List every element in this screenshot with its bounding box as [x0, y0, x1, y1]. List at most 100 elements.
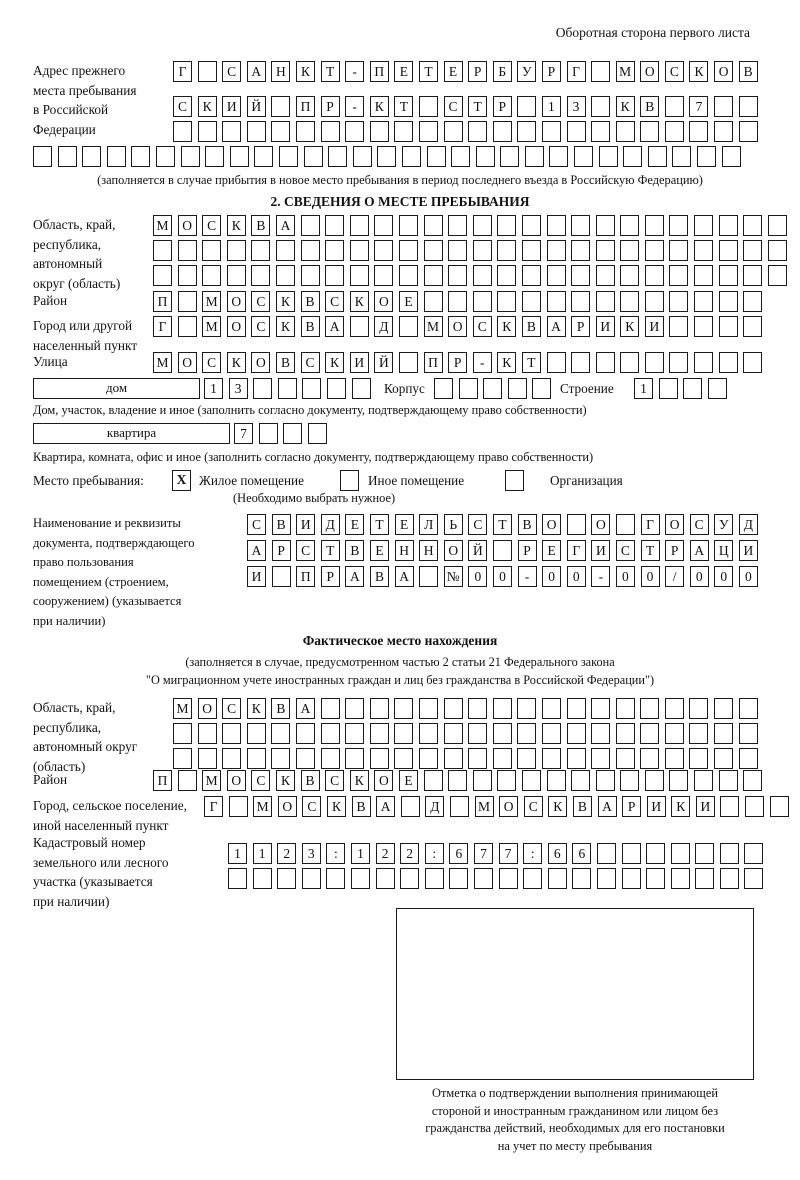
actual-region-cell[interactable] — [591, 723, 611, 744]
previous-address-cell[interactable] — [492, 121, 512, 142]
section2-city-cell[interactable] — [694, 316, 714, 337]
actual-region-cell[interactable] — [738, 698, 758, 719]
section2-district-cell[interactable] — [497, 291, 517, 312]
actual-district-cell[interactable]: К — [349, 770, 369, 791]
previous-address-cell[interactable] — [352, 146, 372, 167]
actual-region-cell[interactable] — [295, 723, 315, 744]
document-cell[interactable]: 0 — [566, 566, 586, 587]
previous-address-cell[interactable] — [401, 146, 421, 167]
actual-region-cell[interactable] — [714, 698, 734, 719]
actual-region-cell[interactable]: О — [197, 698, 217, 719]
section2-district-cell[interactable] — [177, 291, 197, 312]
section2-district-cell[interactable]: К — [349, 291, 369, 312]
document-cell[interactable]: Т — [369, 514, 389, 535]
section2-region-cell[interactable] — [300, 240, 320, 261]
document-cell[interactable]: 0 — [492, 566, 512, 587]
section2-region-cell[interactable] — [349, 240, 369, 261]
section2-region-cell[interactable] — [546, 265, 566, 286]
cadastral-cell[interactable] — [695, 843, 715, 864]
previous-address-cell[interactable]: Т — [418, 61, 438, 82]
section2-district-cell[interactable]: В — [300, 291, 320, 312]
document-cell[interactable] — [615, 514, 635, 535]
cadastral-cell[interactable] — [547, 868, 567, 889]
actual-region-cell[interactable] — [222, 723, 242, 744]
section2-city-cell[interactable]: А — [325, 316, 345, 337]
actual-region-cell[interactable] — [517, 723, 537, 744]
actual-region-cell[interactable] — [492, 748, 512, 769]
cadastral-cell[interactable]: 6 — [572, 843, 592, 864]
section2-street-cell[interactable]: С — [202, 352, 222, 373]
previous-address-cell[interactable]: В — [738, 61, 758, 82]
section2-district-cell[interactable]: С — [325, 291, 345, 312]
section2-street-cell[interactable]: П — [423, 352, 443, 373]
actual-region-cell[interactable] — [640, 698, 660, 719]
section2-district-cell[interactable]: О — [226, 291, 246, 312]
section2-region-cell[interactable] — [398, 215, 418, 236]
previous-address-cell[interactable] — [328, 146, 348, 167]
section2-street-cell[interactable] — [546, 352, 566, 373]
previous-address-cell[interactable] — [738, 96, 758, 117]
cadastral-cell[interactable] — [400, 868, 420, 889]
actual-region-cell[interactable] — [246, 748, 266, 769]
document-cell[interactable]: Л — [419, 514, 439, 535]
actual-district-cell[interactable]: П — [153, 770, 172, 791]
stroenie-cell[interactable] — [707, 378, 727, 399]
section2-city-cell[interactable]: А — [546, 316, 566, 337]
previous-address-cell[interactable] — [173, 121, 192, 142]
section2-city-cell[interactable] — [669, 316, 689, 337]
document-cell[interactable]: И — [738, 540, 758, 561]
actual-district-cell[interactable]: О — [374, 770, 394, 791]
section2-street-cell[interactable] — [571, 352, 591, 373]
previous-address-cell[interactable] — [303, 146, 323, 167]
section2-region-cell[interactable] — [398, 240, 418, 261]
actual-region-cell[interactable] — [443, 748, 463, 769]
previous-address-cell[interactable] — [345, 121, 365, 142]
actual-city-cell[interactable]: М — [474, 796, 494, 817]
house-number-cell[interactable] — [302, 378, 322, 399]
previous-address-cell[interactable]: П — [369, 61, 389, 82]
section2-region-cell[interactable] — [669, 215, 689, 236]
actual-region-cell[interactable] — [418, 723, 438, 744]
actual-district-cell[interactable]: С — [325, 770, 345, 791]
section2-region-cell[interactable] — [743, 240, 763, 261]
document-cell[interactable]: 0 — [738, 566, 758, 587]
previous-address-cell[interactable]: О — [640, 61, 660, 82]
section2-region-cell[interactable] — [595, 240, 615, 261]
document-cell[interactable]: О — [591, 514, 611, 535]
document-cell[interactable]: Р — [320, 566, 340, 587]
section2-district-cell[interactable] — [448, 291, 468, 312]
stroenie-cells[interactable]: 1 — [634, 378, 727, 399]
section2-city-cell[interactable] — [718, 316, 738, 337]
actual-region-cell[interactable] — [664, 723, 684, 744]
section2-region-cell[interactable] — [153, 265, 172, 286]
section2-district-cell[interactable] — [595, 291, 615, 312]
previous-address-cell[interactable]: С — [173, 96, 192, 117]
actual-region-cell[interactable] — [468, 698, 488, 719]
cadastral-cell[interactable] — [424, 868, 444, 889]
document-cell[interactable]: И — [296, 514, 316, 535]
actual-region-cell[interactable] — [468, 748, 488, 769]
previous-address-cell[interactable] — [246, 121, 266, 142]
document-cell[interactable]: 0 — [640, 566, 660, 587]
previous-address-cell[interactable] — [131, 146, 151, 167]
previous-address-cell[interactable] — [271, 96, 291, 117]
actual-city-cell[interactable] — [449, 796, 469, 817]
previous-address-cell[interactable] — [197, 121, 217, 142]
section2-district-cell[interactable] — [571, 291, 591, 312]
cadastral-cell[interactable]: 6 — [547, 843, 567, 864]
flat-number-cell[interactable] — [283, 423, 303, 444]
document-cell[interactable]: № — [443, 566, 463, 587]
section2-region-cell[interactable] — [472, 215, 492, 236]
actual-region-cell[interactable] — [566, 698, 586, 719]
section2-region-cell[interactable] — [718, 215, 738, 236]
section2-region-cell[interactable] — [620, 240, 640, 261]
actual-region-cell[interactable] — [517, 748, 537, 769]
actual-region-cell[interactable] — [541, 748, 561, 769]
section2-region-cell[interactable] — [300, 265, 320, 286]
section2-street-cell[interactable]: - — [472, 352, 492, 373]
section2-region-cell[interactable] — [177, 240, 197, 261]
document-cell[interactable]: И — [591, 540, 611, 561]
section2-street-cell[interactable]: Й — [374, 352, 394, 373]
actual-district-cell[interactable] — [521, 770, 541, 791]
